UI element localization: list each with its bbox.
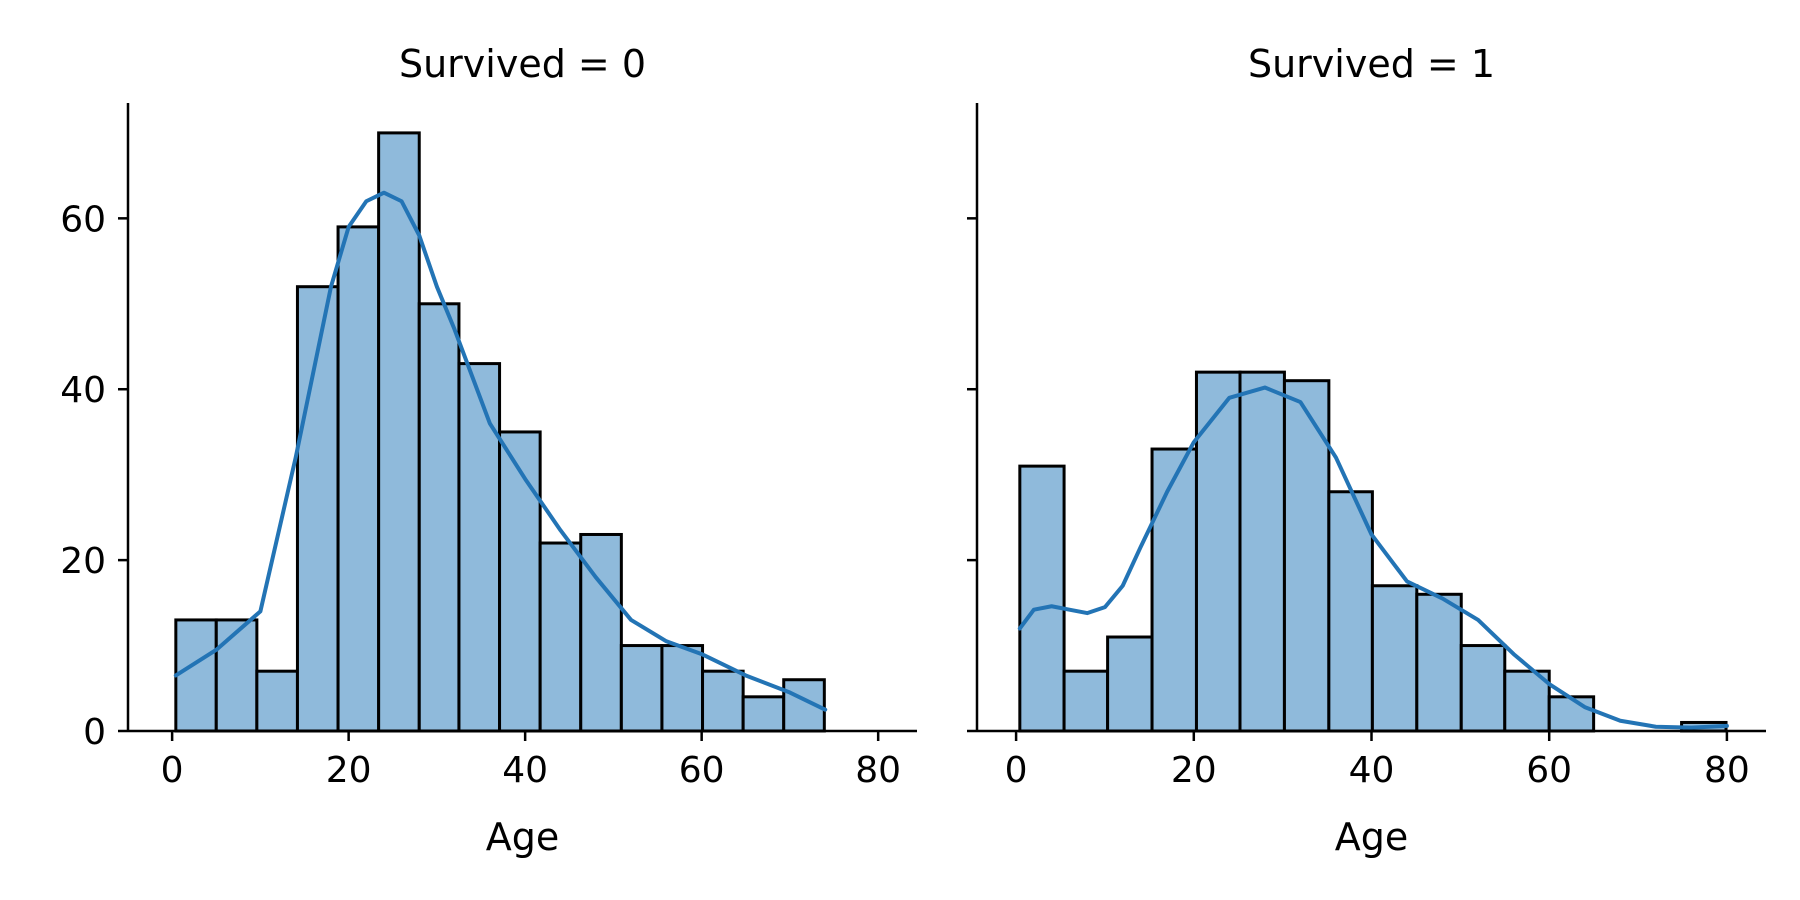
x-tick-label: 80 [1704,750,1750,791]
histogram-bar [538,541,583,733]
y-tick-label: 20 [60,541,106,582]
x-tick-label: 40 [502,750,548,791]
x-tick-label: 0 [161,750,184,791]
histogram-bar [1415,592,1463,733]
panel-title: Survived = 0 [399,42,646,86]
y-tick-label: 40 [60,370,106,411]
histogram-bar [1238,370,1286,733]
histogram-bar [1370,584,1419,733]
histogram-bar [660,644,705,733]
histogram-bar [1062,669,1110,733]
x-tick-label: 20 [326,750,372,791]
panel-title: Survived = 1 [1248,42,1495,86]
x-tick-label: 80 [855,750,901,791]
histogram-bar [1150,447,1198,733]
x-axis-label: Age [1335,815,1409,859]
kde-line [173,190,828,712]
kde-line [1017,385,1729,730]
histogram-bar [417,302,461,733]
histogram-bar [336,225,381,733]
histogram-bar [1018,464,1066,733]
x-axis-label: Age [486,815,560,859]
histogram-bar [1106,635,1154,733]
y-tick-label: 0 [83,712,106,753]
histogram-bar [174,618,218,733]
x-tick-label: 60 [1526,750,1572,791]
histogram-bar [214,618,259,733]
x-tick-label: 0 [1005,750,1028,791]
panel-survived-0: Survived = 0 Age 0 20 40 60 80 0 20 40 60 [60,42,917,859]
panel-survived-1: Survived = 1 Age 0 20 40 60 80 [967,42,1766,859]
histogram-bar [1327,490,1374,733]
x-tick-label: 20 [1171,750,1217,791]
histogram-bar [619,644,664,733]
histogram-bar [1194,370,1242,733]
histogram-bar [701,669,745,733]
histogram-bar [1547,695,1596,733]
histogram-bar [457,362,502,733]
x-tick-label: 60 [679,750,725,791]
histogram-bar [255,669,299,733]
y-tick-label: 60 [60,199,106,240]
x-tick-label: 40 [1349,750,1395,791]
histogram-bar [741,695,786,733]
histogram-bar [1459,644,1507,733]
histogram-bar [498,430,542,733]
